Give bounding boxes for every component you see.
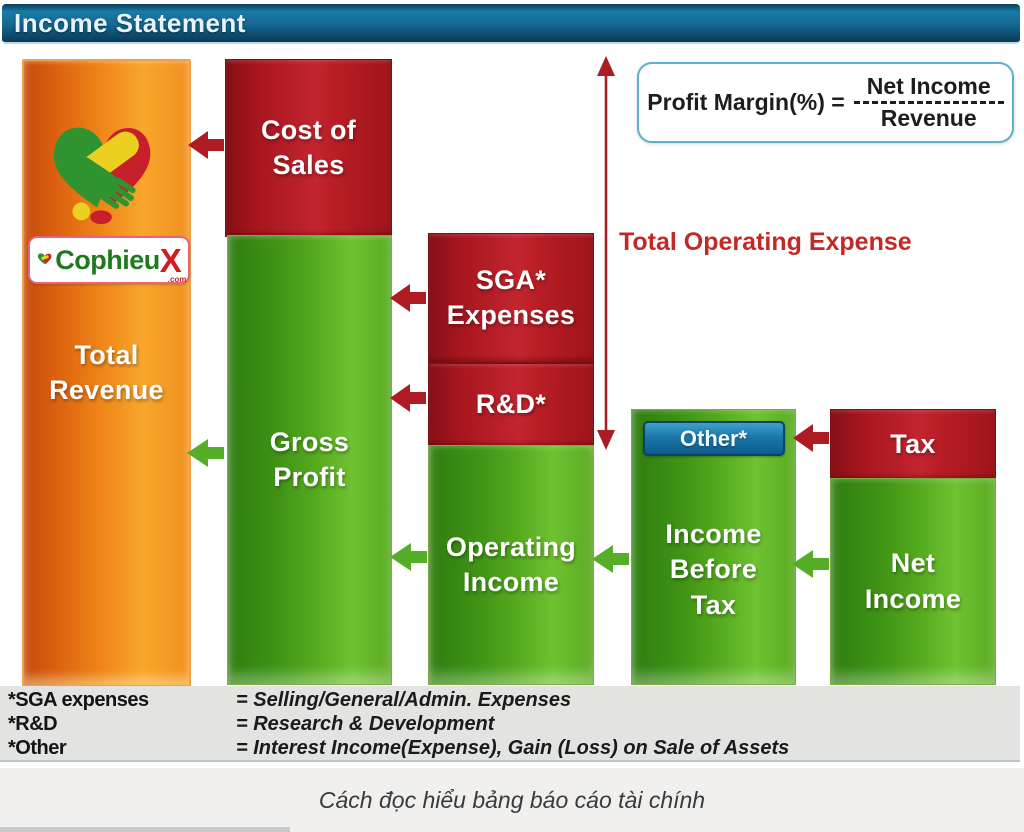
cophieux-hands-logo-icon <box>53 127 151 225</box>
rd-label: R&D* <box>475 389 547 420</box>
gross-profit-label: Gross Profit <box>269 426 350 492</box>
legend-definition: = Research & Development <box>236 712 495 735</box>
operating-income-block: Operating Income <box>428 445 594 685</box>
other-badge-label: Other* <box>679 425 748 451</box>
fraction-bar <box>853 101 1004 104</box>
caption-band: Cách đọc hiểu bảng báo cáo tài chính <box>0 768 1024 832</box>
operating-income-label: Operating Income <box>445 531 577 597</box>
cophieux-heart-icon <box>38 253 52 265</box>
bottom-scroll-strip <box>0 827 290 832</box>
legend-row-sga: *SGA expenses = Selling/General/Admin. E… <box>0 688 1020 712</box>
arrow-tax-to-other-icon <box>793 424 829 452</box>
legend-definition: = Interest Income(Expense), Gain (Loss) … <box>236 736 790 759</box>
legend-row-rd: *R&D = Research & Development <box>0 712 1020 736</box>
legend-row-other: *Other = Interest Income(Expense), Gain … <box>0 736 1020 760</box>
cost-of-sales-label: Cost of Sales <box>260 114 357 180</box>
gross-profit-block: Gross Profit <box>227 235 392 685</box>
arrow-cost-to-revenue-icon <box>188 131 224 159</box>
net-income-block: Net Income <box>830 478 996 685</box>
formula-numerator: Net Income <box>866 73 991 99</box>
formula-denominator: Revenue <box>880 105 977 131</box>
other-badge: Other* <box>642 421 785 456</box>
title-bar: Income Statement <box>2 4 1020 44</box>
profit-margin-formula-box: Profit Margin(%) = Net Income Revenue <box>637 62 1014 143</box>
logo-tld-text: .com <box>167 274 187 284</box>
caption-text: Cách đọc hiểu bảng báo cáo tài chính <box>318 786 706 813</box>
total-operating-expense-label: Total Operating Expense <box>619 228 912 256</box>
arrow-sga-to-gross-icon <box>390 284 426 312</box>
cost-of-sales-block: Cost of Sales <box>225 59 392 237</box>
legend: *SGA expenses = Selling/General/Admin. E… <box>0 686 1020 762</box>
income-before-tax-label: Income Before Tax <box>665 519 762 620</box>
cophieux-logo: Cophieu X .com <box>28 236 190 284</box>
formula-fraction: Net Income Revenue <box>853 73 1004 132</box>
net-income-label: Net Income <box>864 548 962 614</box>
rd-block: R&D* <box>428 363 594 447</box>
arrow-ibt-to-operating-icon <box>592 545 629 573</box>
logo-brand-text: Cophieu <box>55 244 160 275</box>
sga-expenses-label: SGA* Expenses <box>446 264 576 330</box>
formula-lhs: Profit Margin(%) = <box>647 89 845 115</box>
legend-definition: = Selling/General/Admin. Expenses <box>236 688 572 711</box>
sga-expenses-block: SGA* Expenses <box>428 233 594 363</box>
total-operating-expense-span-arrow-icon <box>597 56 615 450</box>
arrow-gross-to-revenue-icon <box>187 439 224 467</box>
tax-label: Tax <box>890 428 936 459</box>
legend-term: *SGA expenses <box>8 688 149 711</box>
legend-term: *Other <box>8 736 67 759</box>
logo-x-text: X <box>159 241 182 279</box>
tax-block: Tax <box>830 409 996 480</box>
arrow-net-to-ibt-icon <box>792 550 829 578</box>
page-title: Income Statement <box>14 7 246 38</box>
legend-term: *R&D <box>8 712 58 735</box>
arrow-rd-to-gross-icon <box>390 384 426 412</box>
arrow-operating-to-gross-icon <box>390 543 427 571</box>
income-before-tax-block: Other* Income Before Tax <box>631 409 796 685</box>
total-revenue-label: Total Revenue <box>49 339 164 405</box>
